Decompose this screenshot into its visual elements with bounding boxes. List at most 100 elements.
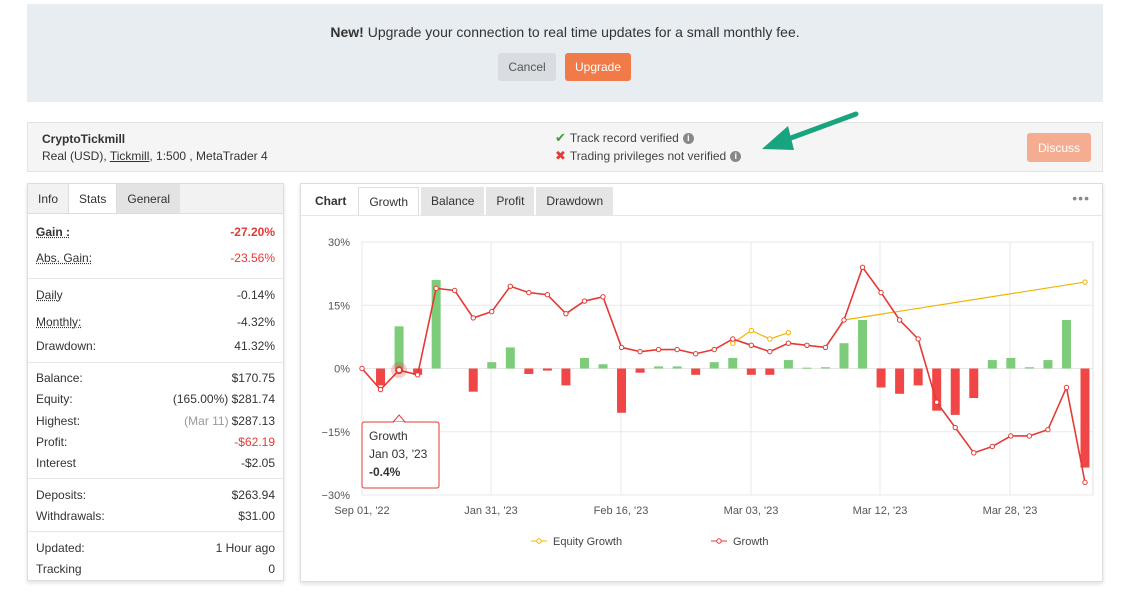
bar bbox=[394, 326, 404, 369]
account-header: CryptoTickmill Real (USD), Tickmill, 1:5… bbox=[27, 122, 1103, 172]
track-record-status: ✔ Track record verified i bbox=[555, 130, 694, 146]
upgrade-button[interactable]: Upgrade bbox=[565, 53, 631, 81]
bar bbox=[913, 368, 923, 386]
growth-point bbox=[433, 285, 439, 292]
equity-point bbox=[748, 327, 755, 334]
annotation-arrow-icon bbox=[762, 111, 859, 150]
tab-stats[interactable]: Stats bbox=[68, 184, 118, 213]
info-icon[interactable]: i bbox=[682, 132, 694, 144]
equity-point bbox=[785, 329, 792, 336]
growth-point bbox=[711, 346, 717, 353]
tab-growth[interactable]: Growth bbox=[358, 187, 420, 215]
bar bbox=[895, 368, 905, 394]
growth-line bbox=[361, 265, 1086, 483]
broker-link[interactable]: Tickmill bbox=[109, 149, 150, 163]
growth-point bbox=[989, 443, 996, 450]
legend-equity-marker bbox=[536, 538, 542, 544]
growth-point bbox=[878, 289, 884, 296]
bar bbox=[468, 368, 478, 392]
growth-point bbox=[915, 336, 921, 342]
growth-point bbox=[804, 342, 810, 349]
stat-highest: Highest: (Mar 11) $287.13 bbox=[36, 414, 275, 428]
growth-point bbox=[767, 348, 773, 355]
tooltip-value: -0.4% bbox=[369, 465, 401, 479]
tooltip-title: Growth bbox=[369, 429, 408, 443]
tooltip-date: Jan 03, '23 bbox=[369, 447, 428, 461]
growth-point bbox=[600, 294, 606, 300]
stat-balance: Balance: $170.75 bbox=[36, 371, 275, 385]
chart-tabs: Chart Growth Balance Profit Drawdown bbox=[301, 184, 1102, 216]
legend-equity-label: Equity Growth bbox=[553, 536, 622, 548]
growth-point bbox=[859, 264, 866, 270]
y-tick-label: −15% bbox=[322, 427, 351, 439]
tab-balance[interactable]: Balance bbox=[421, 187, 485, 215]
chart-panel: Chart Growth Balance Profit Drawdown •••… bbox=[300, 183, 1103, 582]
growth-point bbox=[785, 340, 792, 346]
tab-drawdown[interactable]: Drawdown bbox=[536, 187, 614, 215]
growth-point bbox=[489, 308, 495, 315]
equity-point bbox=[767, 336, 773, 342]
growth-point bbox=[618, 344, 625, 351]
bar bbox=[635, 368, 645, 373]
growth-point bbox=[841, 317, 847, 323]
upgrade-banner: New! Upgrade your connection to real tim… bbox=[27, 4, 1103, 102]
growth-point bbox=[1008, 433, 1014, 439]
growth-point bbox=[637, 348, 643, 355]
tooltip-pointer-cover bbox=[394, 422, 405, 424]
stat-abs-gain: Abs. Gain: -23.56% bbox=[36, 251, 275, 265]
growth-point bbox=[1026, 433, 1033, 439]
bar bbox=[783, 360, 793, 369]
growth-point bbox=[748, 342, 755, 349]
cross-icon: ✖ bbox=[555, 148, 566, 163]
growth-point bbox=[563, 310, 569, 317]
tab-profit[interactable]: Profit bbox=[486, 187, 535, 215]
growth-point bbox=[526, 289, 532, 296]
x-tick-label: Mar 28, '23 bbox=[983, 505, 1038, 517]
x-tick-label: Mar 12, '23 bbox=[853, 505, 908, 517]
bar bbox=[524, 368, 534, 374]
stat-withdrawals: Withdrawals: $31.00 bbox=[36, 509, 275, 523]
tab-info[interactable]: Info bbox=[38, 192, 59, 206]
bar bbox=[505, 347, 515, 369]
legend-growth-label: Growth bbox=[733, 536, 768, 548]
y-tick-label: 30% bbox=[328, 237, 350, 249]
bar bbox=[654, 366, 664, 369]
equity-point bbox=[1082, 279, 1088, 285]
bar bbox=[691, 368, 701, 375]
growth-point bbox=[544, 292, 551, 298]
growth-point bbox=[952, 424, 958, 431]
growth-chart[interactable]: 30% 15% 0% −15% −30% Sep 01, '22 Jan 31, '23 Fe… bbox=[301, 216, 1102, 581]
legend-growth-marker bbox=[716, 538, 722, 544]
bar bbox=[542, 368, 552, 371]
stats-tabs: Info Stats General bbox=[28, 184, 283, 214]
bar bbox=[969, 368, 979, 399]
stat-gain: Gain : -27.20% bbox=[36, 225, 275, 239]
tab-general[interactable]: General bbox=[117, 184, 181, 213]
y-tick-label: 0% bbox=[334, 364, 350, 376]
cancel-button[interactable]: Cancel bbox=[498, 53, 556, 81]
bar bbox=[598, 364, 608, 369]
bar bbox=[876, 368, 886, 388]
growth-point bbox=[1082, 479, 1088, 486]
growth-point bbox=[359, 365, 365, 372]
bar bbox=[746, 368, 756, 375]
bar bbox=[765, 368, 775, 375]
info-icon[interactable]: i bbox=[730, 150, 742, 162]
growth-point bbox=[377, 386, 384, 393]
bar bbox=[672, 366, 682, 369]
bar bbox=[839, 343, 849, 369]
more-options-icon[interactable]: ••• bbox=[1072, 190, 1090, 206]
stat-tracking: Tracking 0 bbox=[36, 562, 275, 576]
discuss-button[interactable]: Discuss bbox=[1027, 133, 1091, 162]
bar bbox=[1080, 368, 1090, 468]
growth-point bbox=[655, 346, 662, 353]
bar bbox=[376, 368, 386, 386]
bar bbox=[1061, 320, 1071, 369]
account-name: CryptoTickmill bbox=[42, 132, 126, 146]
account-details: Real (USD), Tickmill, 1:500 , MetaTrader… bbox=[42, 149, 268, 163]
bar bbox=[858, 320, 868, 369]
stat-updated: Updated: 1 Hour ago bbox=[36, 541, 275, 555]
x-tick-label: Sep 01, '22 bbox=[334, 505, 389, 517]
banner-message: New! Upgrade your connection to real tim… bbox=[330, 24, 800, 40]
bar bbox=[487, 362, 497, 369]
